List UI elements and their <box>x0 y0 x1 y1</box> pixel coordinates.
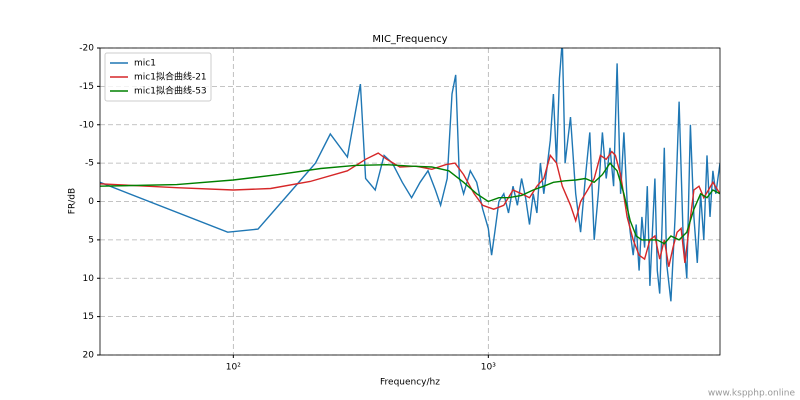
y-tick-label: -10 <box>79 120 94 130</box>
legend-label: mic1 <box>134 59 156 69</box>
plot-lines <box>100 48 720 302</box>
y-tick-label: -15 <box>79 82 94 92</box>
x-tick-label: 10³ <box>481 363 496 373</box>
x-tick-label: 10² <box>226 363 241 373</box>
y-tick-label: -5 <box>85 159 94 169</box>
legend-box <box>104 52 212 102</box>
y-axis-label: FR/dB <box>68 188 78 214</box>
y-tick-label: 15 <box>83 312 94 322</box>
watermark: www.kspphp.online <box>708 389 796 399</box>
line <box>100 161 720 245</box>
plot-frame <box>99 47 721 356</box>
y-tick-label: -20 <box>79 44 94 54</box>
x-axis-label: Frequency/hz <box>380 378 440 388</box>
line <box>100 150 720 267</box>
y-tick-label: 20 <box>83 351 95 361</box>
legend-label: mic1拟合曲线-53 <box>134 85 207 97</box>
legend-label: mic1拟合曲线-21 <box>134 71 207 83</box>
line <box>100 48 720 302</box>
y-tick-label: 10 <box>83 274 95 284</box>
y-tick-label: 5 <box>88 235 94 245</box>
y-tick-label: 0 <box>88 197 94 207</box>
chart-title: MIC_Frequency <box>372 34 447 45</box>
